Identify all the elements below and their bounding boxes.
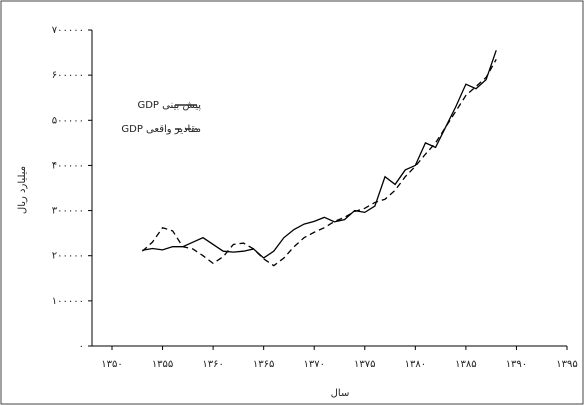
x-tick-label: ۱۳۹۵: [556, 359, 577, 370]
y-tick-label: ۴۰۰۰۰۰: [52, 160, 84, 171]
x-tick-label: ۱۳۷۵: [354, 359, 375, 370]
x-tick-label: ۱۳۸۰: [405, 359, 426, 370]
x-axis-label: سال: [331, 388, 350, 399]
y-tick-label: ۱۰۰۰۰۰: [52, 296, 84, 307]
legend-label: مقادیر واقعی GDP: [121, 124, 201, 135]
legend-label: پیش بینی GDP: [137, 100, 201, 111]
x-tick-label: ۱۳۶۰: [202, 359, 223, 370]
y-tick-label: ۳۰۰۰۰۰: [52, 206, 84, 217]
x-tick-label: ۱۳۵۵: [152, 359, 173, 370]
x-tick-label: ۱۳۸۵: [455, 359, 476, 370]
y-axis-label: میلیارد ریال: [17, 166, 28, 214]
y-tick-label: ۲۰۰۰۰۰: [52, 251, 84, 262]
x-tick-label: ۱۳۹۰: [506, 359, 527, 370]
series-line: [142, 50, 497, 259]
y-tick-label: ۰: [79, 341, 84, 352]
x-tick-label: ۱۳۵۰: [101, 359, 122, 370]
y-tick-label: ۵۰۰۰۰۰: [52, 115, 84, 126]
x-tick-label: ۱۳۷۰: [303, 359, 324, 370]
y-tick-label: ۶۰۰۰۰۰: [52, 70, 84, 81]
x-tick-label: ۱۳۶۵: [253, 359, 274, 370]
y-tick-label: ۷۰۰۰۰۰: [52, 25, 84, 36]
series-line: [141, 59, 497, 267]
